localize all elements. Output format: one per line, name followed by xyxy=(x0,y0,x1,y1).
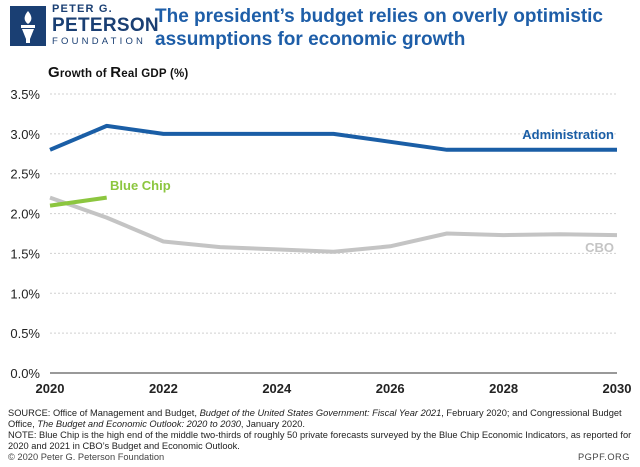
y-tick-label: 1.0% xyxy=(10,286,40,301)
x-tick-label: 2020 xyxy=(36,381,65,396)
y-tick-label: 2.0% xyxy=(10,207,40,222)
gdp-line-chart: 0.0%0.5%1.0%1.5%2.0%2.5%3.0%3.5% 2020 202… xyxy=(10,87,632,396)
logo-line-1: PETER G. xyxy=(52,3,113,15)
source-title-2: The Budget and Economic Outlook: 2020 to… xyxy=(37,419,241,429)
logo-line-2: PETERSON xyxy=(52,15,159,36)
source-mid: , February 2020; and Congressional Budge… xyxy=(8,408,622,429)
note-text: NOTE: Blue Chip is the high end of the m… xyxy=(8,430,632,451)
chart-title-part-2: eal GDP (%) xyxy=(121,68,189,80)
logo-wordmark: PETER G. PETERSON FOUNDATION xyxy=(52,4,159,47)
series-labels: CBO Blue Chip Administration xyxy=(110,127,614,255)
source-note: SOURCE: Office of Management and Budget,… xyxy=(8,408,632,430)
chart-title-initial-g: G xyxy=(48,64,60,81)
chart-title: Growth of Real GDP (%) xyxy=(48,64,188,81)
chart-title-part-1: rowth of xyxy=(59,68,111,80)
series-line-cbo xyxy=(49,195,618,254)
x-tick-label: 2022 xyxy=(149,381,178,396)
series-label-blue-chip: Blue Chip xyxy=(110,178,171,193)
x-axis-tick-labels: 2020 2022 2024 2026 2028 2030 xyxy=(36,381,632,396)
series-lines xyxy=(49,123,618,254)
y-tick-label: 0.5% xyxy=(10,326,40,341)
source-title-1: Budget of the United States Government: … xyxy=(199,408,442,418)
series-line-blue-chip xyxy=(49,195,107,208)
x-tick-label: 2030 xyxy=(603,381,632,396)
source-suffix: , January 2020. xyxy=(240,419,306,429)
series-label-administration: Administration xyxy=(522,127,614,142)
y-tick-label: 3.5% xyxy=(10,87,40,102)
logo-line-3: FOUNDATION xyxy=(52,36,147,47)
page-title: The president’s budget relies on overly … xyxy=(155,6,604,50)
y-tick-label: 1.5% xyxy=(10,246,40,261)
chart-title-initial-r: R xyxy=(110,64,122,81)
header: PETER G. PETERSON FOUNDATION The preside… xyxy=(0,0,640,56)
site-url[interactable]: PGPF.ORG xyxy=(577,452,630,462)
y-tick-label: 0.0% xyxy=(10,366,40,381)
series-label-cbo: CBO xyxy=(585,240,614,255)
y-tick-label: 2.5% xyxy=(10,167,40,182)
source-prefix: SOURCE: Office of Management and Budget, xyxy=(8,408,200,418)
footer-notes: SOURCE: Office of Management and Budget,… xyxy=(8,408,632,452)
y-axis-tick-labels: 0.0% 0.5% 1.0% 1.5% 2.0% 2.5% 3.0% 3.5% xyxy=(10,87,40,381)
gridlines xyxy=(50,93,617,334)
x-tick-label: 2024 xyxy=(262,381,292,396)
y-tick-label: 3.0% xyxy=(10,127,40,142)
torch-logo-icon xyxy=(10,6,46,46)
series-line-administration xyxy=(49,123,617,152)
copyright: © 2020 Peter G. Peterson Foundation xyxy=(8,452,165,462)
x-tick-label: 2028 xyxy=(489,381,518,396)
x-tick-label: 2026 xyxy=(376,381,405,396)
